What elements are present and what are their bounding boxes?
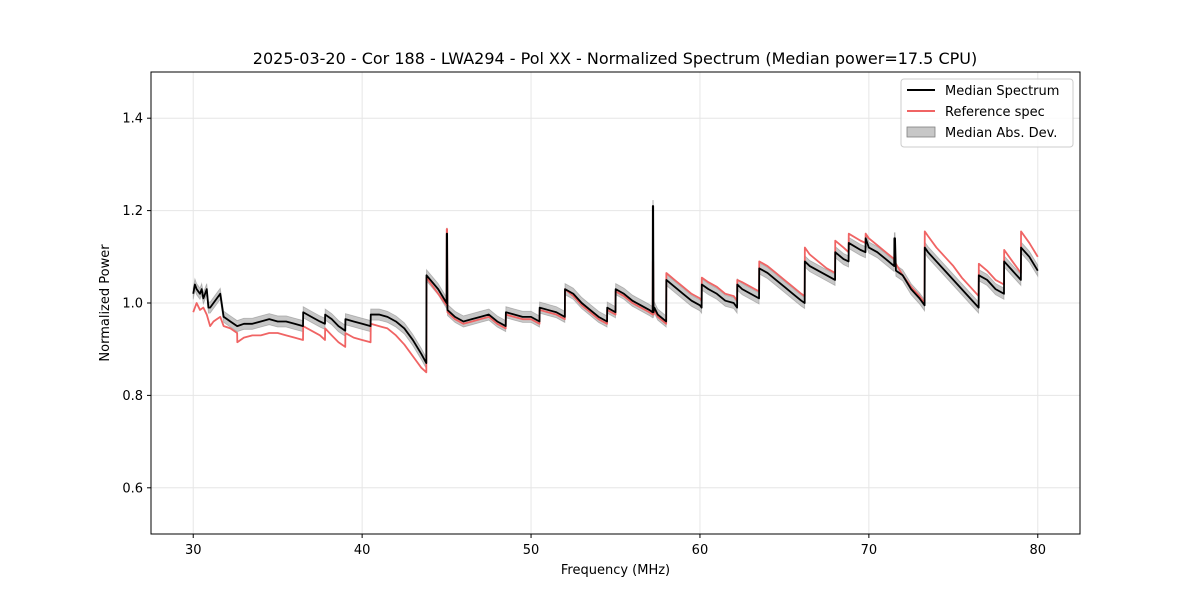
y-tick-label: 1.4 <box>122 112 143 127</box>
legend-box <box>900 78 1074 148</box>
y-tick-label: 1.2 <box>122 204 143 219</box>
legend-label-reference: Reference spec <box>945 105 1045 120</box>
y-tick-label: 1.0 <box>122 297 143 312</box>
x-tick-label: 30 <box>185 543 202 558</box>
legend: Median Spectrum Reference spec Median Ab… <box>900 78 1074 148</box>
median-spectrum-line <box>192 205 1039 364</box>
x-axis-label: Frequency (MHz) <box>561 563 670 578</box>
axis-ticks: 30 40 50 60 70 80 0.6 0.8 1.0 1.2 1.4 <box>122 112 1046 558</box>
y-tick-label: 0.6 <box>122 481 143 496</box>
x-tick-label: 50 <box>523 543 540 558</box>
legend-swatch-mad <box>906 126 936 138</box>
plot-area <box>192 200 1039 374</box>
chart-title: 2025-03-20 - Cor 188 - LWA294 - Pol XX -… <box>253 49 977 68</box>
x-tick-label: 70 <box>861 543 878 558</box>
x-tick-label: 80 <box>1029 543 1046 558</box>
legend-label-mad: Median Abs. Dev. <box>945 126 1057 141</box>
y-tick-label: 0.8 <box>122 389 143 404</box>
x-tick-label: 40 <box>354 543 371 558</box>
y-axis-label: Normalized Power <box>98 244 113 362</box>
x-tick-label: 60 <box>692 543 709 558</box>
legend-label-median: Median Spectrum <box>945 84 1059 99</box>
